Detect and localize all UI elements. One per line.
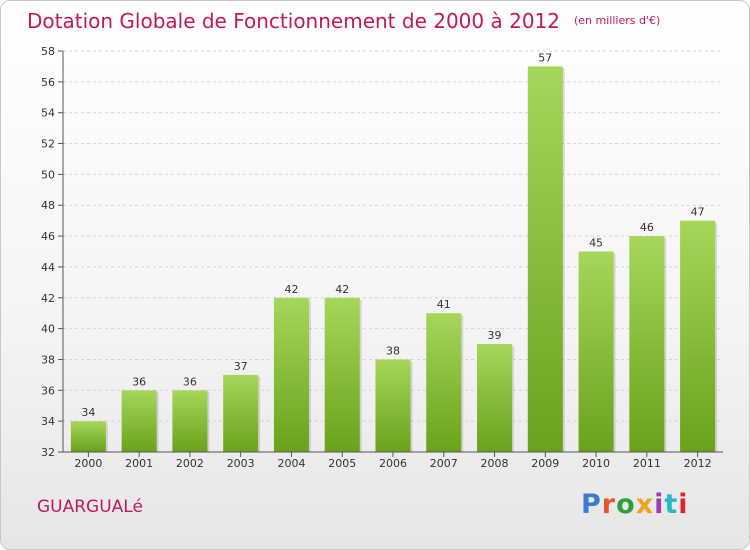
x-axis: 2000 2001 2002 2003 2004 2005 2006 2007 2008 2009… (63, 451, 723, 470)
x-tick-label: 2003 (227, 457, 255, 470)
proxiti-logo: Proxiti (581, 489, 689, 520)
commune-name: GUARGUALé (37, 497, 143, 517)
logo-letter: i (654, 489, 665, 520)
y-tick-label: 40 (41, 323, 55, 336)
bar-group: 57 (527, 51, 565, 452)
logo-letter: P (581, 489, 602, 520)
bar-value-label: 42 (335, 283, 349, 296)
bar (121, 390, 157, 452)
y-tick-label: 56 (41, 76, 55, 89)
bar-value-label: 41 (437, 298, 451, 311)
bar-group: 47 (680, 206, 718, 452)
y-tick-label: 52 (41, 138, 55, 151)
bar (527, 66, 563, 452)
x-tick-label: 2011 (633, 457, 661, 470)
bar (172, 390, 208, 452)
x-tick-label: 2012 (684, 457, 712, 470)
x-tick-label: 2007 (430, 457, 458, 470)
x-tick-label: 2006 (379, 457, 407, 470)
logo-letter: t (664, 489, 679, 520)
bar-group: 36 (121, 375, 159, 452)
bar (426, 313, 462, 452)
y-tick-label: 48 (41, 199, 55, 212)
bar-group: 42 (273, 283, 311, 452)
x-tick-label: 2008 (481, 457, 509, 470)
bar (273, 297, 309, 452)
y-tick-label: 54 (41, 107, 55, 120)
x-tick-label: 2000 (74, 457, 102, 470)
bar-group: 45 (578, 237, 616, 452)
bar-value-label: 42 (284, 283, 298, 296)
bar (70, 421, 106, 452)
bar-value-label: 57 (538, 51, 552, 64)
logo-letter: i (678, 489, 689, 520)
bar (680, 220, 716, 452)
bar-group: 36 (172, 375, 210, 452)
x-tick-label: 2004 (277, 457, 305, 470)
bar-value-label: 37 (234, 360, 248, 373)
y-tick-label: 38 (41, 353, 55, 366)
y-tick-label: 58 (41, 45, 55, 58)
y-tick-label: 32 (41, 446, 55, 459)
x-tick-label: 2005 (328, 457, 356, 470)
bar-group: 42 (324, 283, 362, 452)
x-tick-label: 2002 (176, 457, 204, 470)
logo-letter: x (635, 489, 655, 520)
bar-group: 38 (375, 344, 413, 452)
bar-value-label: 46 (640, 221, 654, 234)
bar (324, 297, 360, 452)
x-tick-label: 2001 (125, 457, 153, 470)
chart-title: Dotation Globale de Fonctionnement de 20… (27, 9, 660, 33)
y-tick-label: 36 (41, 384, 55, 397)
bar-group: 37 (223, 360, 261, 452)
logo-letter: o (616, 489, 636, 520)
bar-value-label: 36 (183, 375, 197, 388)
chart-subtitle: (en milliers d'€) (574, 14, 661, 27)
y-tick-label: 34 (41, 415, 55, 428)
y-tick-label: 50 (41, 168, 55, 181)
bar-group: 41 (426, 298, 464, 452)
bar (477, 344, 513, 452)
bar-value-label: 38 (386, 344, 400, 357)
logo-letter: r (601, 489, 617, 520)
bar-value-label: 45 (589, 237, 603, 250)
bar (375, 359, 411, 452)
y-tick-label: 46 (41, 230, 55, 243)
bar-group: 34 (70, 406, 108, 452)
bars: 34 36 36 37 42 42 38 41 39 57 45 46 47 (70, 51, 718, 452)
bar-value-label: 34 (81, 406, 95, 419)
bar-value-label: 47 (691, 206, 705, 219)
x-tick-label: 2010 (582, 457, 610, 470)
bar (578, 251, 614, 452)
y-tick-label: 42 (41, 292, 55, 305)
y-tick-label: 44 (41, 261, 55, 274)
y-axis: 32 34 36 38 40 42 44 46 48 50 52 54 56 58 (41, 45, 64, 459)
bar-value-label: 39 (488, 329, 502, 342)
bar-group: 46 (629, 221, 667, 452)
chart-title-text: Dotation Globale de Fonctionnement de 20… (27, 9, 560, 33)
bar (629, 236, 665, 452)
bar-value-label: 36 (132, 375, 146, 388)
bar-group: 39 (477, 329, 515, 452)
bar (223, 374, 259, 452)
x-tick-label: 2009 (531, 457, 559, 470)
